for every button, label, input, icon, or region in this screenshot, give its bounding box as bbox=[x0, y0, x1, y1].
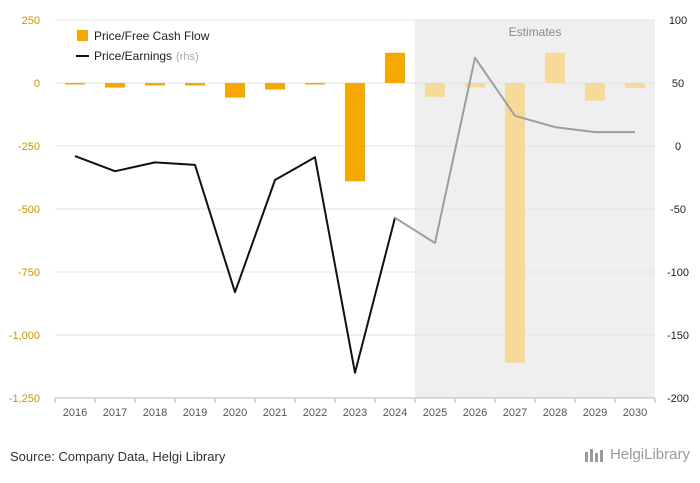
y-right-tick-label: -50 bbox=[670, 204, 686, 216]
y-right-tick-label: -200 bbox=[667, 393, 689, 405]
bar-2019 bbox=[185, 83, 205, 86]
pe-line-actual bbox=[74, 155, 396, 374]
library-icon bbox=[584, 448, 603, 462]
legend-label-pe: Price/Earnings (rhs) bbox=[94, 49, 199, 63]
bar-2022 bbox=[305, 83, 325, 85]
x-tick-label-2017: 2017 bbox=[103, 407, 127, 419]
bar-2018 bbox=[145, 83, 165, 86]
y-left-tick-label: -250 bbox=[18, 141, 40, 153]
brand-logo: HelgiLibrary bbox=[584, 446, 690, 463]
x-tick-label-2027: 2027 bbox=[503, 407, 527, 419]
brand-name: HelgiLibrary bbox=[609, 446, 690, 463]
bar-2030 bbox=[625, 83, 645, 89]
y-left-tick-label: -1,250 bbox=[9, 393, 40, 405]
y-axis-left: 250 0 -250 -500 -750 -1,000 -1,250 bbox=[9, 15, 40, 405]
bar-2024 bbox=[385, 52, 405, 83]
legend-swatch-pfcf bbox=[77, 30, 88, 41]
legend-label-pe-rhs: (rhs) bbox=[176, 51, 199, 63]
bar-2026 bbox=[465, 83, 485, 88]
bar-2027 bbox=[505, 83, 525, 363]
pe-line-estimate bbox=[394, 56, 635, 244]
x-tick-label-2025: 2025 bbox=[423, 407, 447, 419]
legend: Price/Free Cash Flow Price/Earnings (rhs) bbox=[76, 29, 210, 63]
line-series bbox=[74, 56, 635, 374]
bar-2020 bbox=[225, 83, 245, 98]
y-right-tick-label: -100 bbox=[667, 267, 689, 279]
bar-2021 bbox=[265, 83, 285, 90]
bar-2017 bbox=[105, 83, 125, 88]
x-tick-label-2016: 2016 bbox=[63, 407, 87, 419]
y-right-tick-label: 0 bbox=[675, 141, 681, 153]
y-right-tick-label: 50 bbox=[672, 78, 684, 90]
x-tick-label-2026: 2026 bbox=[463, 407, 487, 419]
bar-2029 bbox=[585, 83, 605, 101]
y-left-tick-label: 250 bbox=[22, 15, 40, 27]
source-note: Source: Company Data, Helgi Library bbox=[10, 449, 226, 464]
y-left-tick-label: -750 bbox=[18, 267, 40, 279]
x-tick-label-2030: 2030 bbox=[623, 407, 647, 419]
bar-2016 bbox=[65, 83, 85, 85]
legend-label-pe-name: Price/Earnings bbox=[94, 49, 172, 63]
bar-series bbox=[65, 52, 645, 363]
legend-label-pfcf: Price/Free Cash Flow bbox=[94, 29, 210, 43]
x-tick-label-2028: 2028 bbox=[543, 407, 567, 419]
x-tick-label-2024: 2024 bbox=[383, 407, 407, 419]
y-right-tick-label: -150 bbox=[667, 330, 689, 342]
x-tick-label-2019: 2019 bbox=[183, 407, 207, 419]
y-axis-right: 100 50 0 -50 -100 -150 -200 bbox=[667, 15, 689, 405]
x-tick-label-2020: 2020 bbox=[223, 407, 247, 419]
x-tick-label-2018: 2018 bbox=[143, 407, 167, 419]
y-left-tick-label: 0 bbox=[34, 78, 40, 90]
bar-2023 bbox=[345, 83, 365, 182]
bar-2025 bbox=[425, 83, 445, 97]
chart: Estimates 2016 2017 2018 2019 2020 2021 2022 20… bbox=[9, 15, 689, 419]
y-left-tick-label: -500 bbox=[18, 204, 40, 216]
bar-2028 bbox=[545, 52, 565, 83]
estimates-label: Estimates bbox=[509, 25, 562, 39]
x-tick-label-2023: 2023 bbox=[343, 407, 367, 419]
y-right-tick-label: 100 bbox=[669, 15, 687, 27]
x-tick-label-2021: 2021 bbox=[263, 407, 287, 419]
x-tick-label-2022: 2022 bbox=[303, 407, 327, 419]
y-left-tick-label: -1,000 bbox=[9, 330, 40, 342]
x-axis: 2016 2017 2018 2019 2020 2021 2022 2023 2024 2025… bbox=[54, 397, 656, 419]
x-tick-label-2029: 2029 bbox=[583, 407, 607, 419]
